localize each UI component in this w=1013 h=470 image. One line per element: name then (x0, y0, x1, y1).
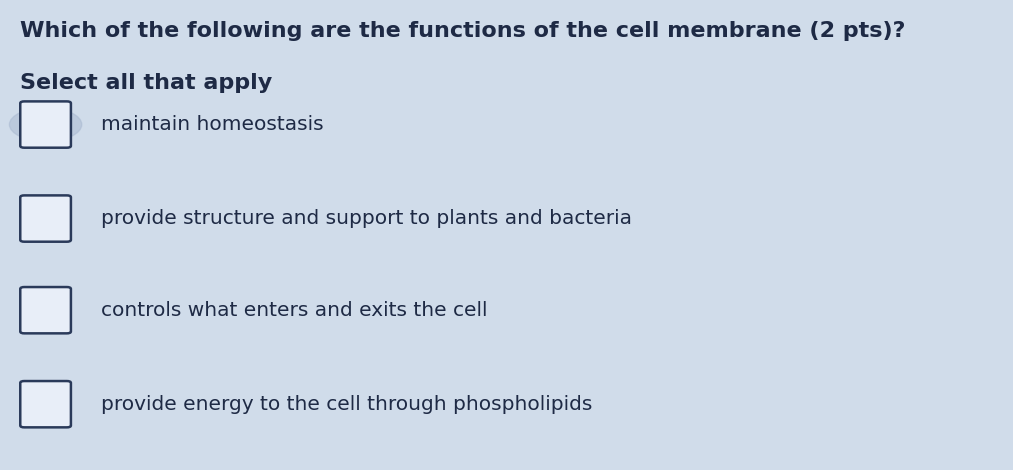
FancyBboxPatch shape (20, 381, 71, 427)
Text: provide structure and support to plants and bacteria: provide structure and support to plants … (101, 209, 632, 228)
FancyBboxPatch shape (20, 102, 71, 148)
Text: maintain homeostasis: maintain homeostasis (101, 115, 324, 134)
FancyBboxPatch shape (20, 196, 71, 242)
Text: Which of the following are the functions of the cell membrane (2 pts)?: Which of the following are the functions… (20, 21, 906, 41)
Text: Select all that apply: Select all that apply (20, 73, 272, 93)
FancyBboxPatch shape (20, 287, 71, 333)
Circle shape (9, 108, 82, 141)
Text: controls what enters and exits the cell: controls what enters and exits the cell (101, 301, 488, 320)
Text: provide energy to the cell through phospholipids: provide energy to the cell through phosp… (101, 395, 593, 414)
